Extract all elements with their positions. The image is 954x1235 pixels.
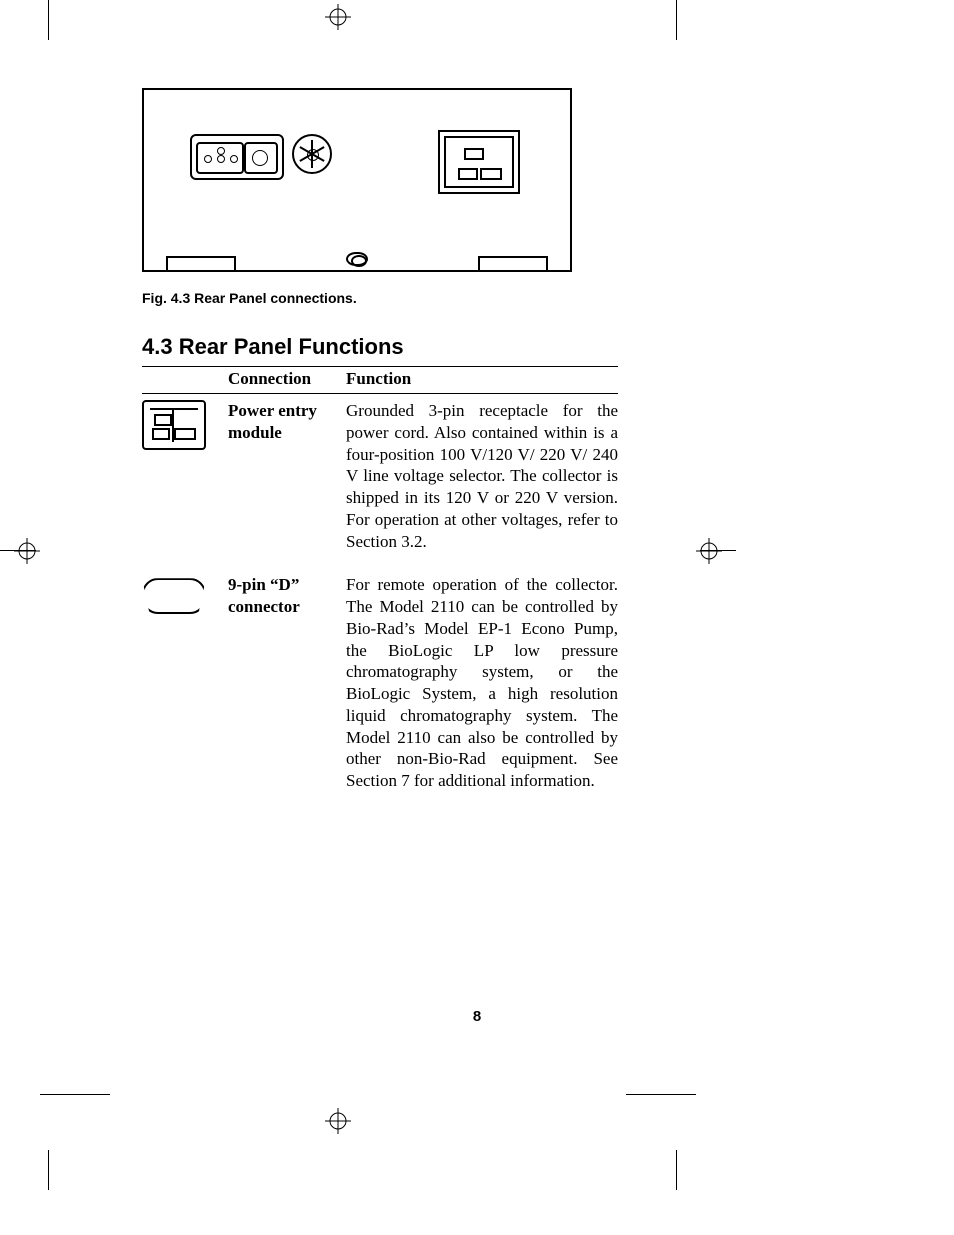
connection-name: Power entry module	[228, 394, 346, 569]
table-row: Power entry module Grounded 3-pin recept…	[142, 394, 618, 569]
page-number: 8	[0, 1008, 954, 1025]
page: Fig. 4.3 Rear Panel connections. 4.3 Rea…	[0, 0, 954, 1235]
crop-mark	[48, 1150, 49, 1190]
content-area: Fig. 4.3 Rear Panel connections. 4.3 Rea…	[142, 88, 618, 808]
crop-mark	[626, 1094, 696, 1095]
cable-grommet-icon	[346, 252, 368, 266]
function-text: For remote operation of the collector. T…	[346, 568, 618, 808]
rear-panel-figure	[142, 88, 572, 272]
connection-name: 9-pin “D” connector	[228, 568, 346, 808]
registration-mark-icon	[325, 4, 351, 30]
power-entry-icon	[142, 400, 206, 450]
crop-mark	[48, 0, 49, 40]
registration-mark-icon	[325, 1108, 351, 1134]
table-row: 9-pin “D” connector For remote operation…	[142, 568, 618, 808]
figure-caption: Fig. 4.3 Rear Panel connections.	[142, 290, 618, 306]
table-header-connection: Connection	[228, 367, 346, 394]
section-heading: 4.3 Rear Panel Functions	[142, 334, 618, 360]
dsub-connector-icon	[142, 578, 206, 614]
table-header-icon	[142, 367, 228, 394]
function-text: Grounded 3-pin receptacle for the power …	[346, 394, 618, 569]
crop-mark	[40, 1094, 110, 1095]
dsub-panel-icon	[438, 130, 520, 194]
table-header-function: Function	[346, 367, 618, 394]
functions-table: Connection Function Power entry module G…	[142, 366, 618, 808]
registration-mark-icon	[14, 538, 40, 564]
power-module-icon	[190, 134, 284, 180]
registration-mark-icon	[696, 538, 722, 564]
crop-mark	[676, 1150, 677, 1190]
crop-mark	[676, 0, 677, 40]
fan-icon	[292, 134, 332, 174]
